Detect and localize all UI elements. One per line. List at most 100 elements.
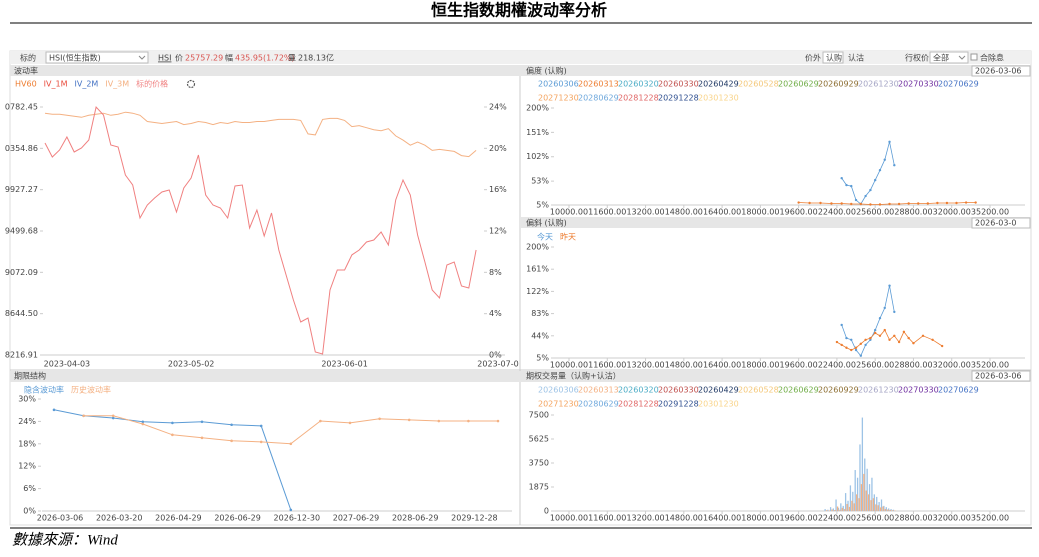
x-tick-label: 32000.00 [933,361,971,370]
point [230,423,233,427]
legend-item[interactable]: 20270330 [898,386,939,395]
legend-item[interactable]: 20260306 [538,386,579,395]
date-picker[interactable] [971,65,1031,77]
point [907,336,910,340]
moneyness-button[interactable]: 价外 [805,53,821,63]
legend-item[interactable]: 20261230 [858,80,899,89]
bar [828,510,831,511]
price: 25757.29 [185,54,223,63]
bar [849,485,852,511]
x-tick-label: 35200.00 [971,361,1009,370]
x-tick-label: 10000.00 [550,361,588,370]
legend-item[interactable]: 历史波动率 [71,385,111,395]
legend-item[interactable]: 今天 [537,232,553,242]
point [289,442,293,446]
call-button[interactable]: 认购 [826,53,842,63]
date-value[interactable]: 2026-03-0 [975,219,1016,228]
date-picker[interactable] [971,370,1031,382]
legend-item[interactable]: 20260629 [778,386,819,395]
legend-item[interactable]: 20270629 [938,386,979,395]
bar [860,484,863,511]
legend-item[interactable]: 昨天 [560,232,576,242]
strike-select[interactable] [929,51,969,64]
legend-item[interactable]: 20291228 [658,94,699,103]
strike-value[interactable]: 全部 [933,53,949,63]
legend-item[interactable]: 20260528 [738,386,779,395]
legend-item[interactable]: 标的价格 [136,79,168,89]
legend-item[interactable]: 20281228 [618,94,659,103]
legend-item[interactable]: 20301230 [698,94,739,103]
point [869,336,872,340]
underlying-select[interactable] [45,51,149,64]
legend-item[interactable]: IV_3M [105,80,129,89]
bar [875,504,877,511]
legend-item[interactable]: 20271230 [538,400,579,409]
legend-item[interactable]: 20260929 [818,80,859,89]
legend-item[interactable]: 20280629 [578,94,619,103]
legend-item[interactable]: 20260429 [698,386,739,395]
x-tick-label: 32000.00 [933,208,971,217]
bar [889,509,891,511]
ex-div-label[interactable]: 合除息 [980,53,1004,63]
put-button[interactable]: 认沽 [848,53,864,63]
bar [879,507,882,511]
legend-item[interactable]: IV_1M [44,80,68,89]
legend-item[interactable]: 20260306 [538,80,579,89]
point [840,202,843,205]
legend-item[interactable]: 20261230 [858,386,899,395]
legend-item[interactable]: 20270629 [938,80,979,89]
point [859,202,863,206]
legend-item[interactable]: IV_2M [75,80,99,89]
x-tick-label: 11600.00 [588,361,626,370]
x-tick-label: 2026-12-30 [274,514,321,523]
legend-item[interactable]: HV60 [15,80,37,89]
point [883,158,886,161]
date-picker[interactable] [971,217,1031,229]
x-tick-label: 16400.00 [703,208,741,217]
bar [854,470,856,511]
legend-item[interactable]: 20270330 [898,80,939,89]
x-tick-label: 14800.00 [665,361,703,370]
bar [824,509,826,511]
point [82,414,85,418]
panel-title: 偏斜 (认购) [526,218,567,228]
code[interactable]: HSI [158,54,171,63]
legend-item[interactable]: 20280629 [578,400,619,409]
call-button-bg[interactable] [822,51,844,64]
legend-item[interactable]: 20281228 [618,400,659,409]
legend-item[interactable]: 20260320 [618,80,659,89]
point [845,336,848,340]
legend-item[interactable]: 20260429 [698,80,739,89]
ex-div-checkbox[interactable] [970,53,978,61]
point [496,419,500,423]
bar [888,508,890,511]
legend-item[interactable]: 20260313 [578,80,619,89]
underlying-value[interactable]: HSI(恒生指数) [49,53,101,63]
legend-item[interactable]: 20271230 [538,94,579,103]
bar [863,473,865,511]
x-tick-label: 14800.00 [665,514,703,523]
date-value[interactable]: 2026-03-06 [975,372,1022,381]
legend-item[interactable]: 20291228 [658,400,699,409]
legend-item[interactable]: 20301230 [698,400,739,409]
volume-label: 量 [288,54,296,63]
toolbar [10,51,1031,64]
date-value[interactable]: 2026-03-06 [975,67,1022,76]
y-tick-label: 7500 [529,411,549,420]
legend-item[interactable]: 20260320 [618,386,659,395]
legend-item[interactable]: 20260528 [738,80,779,89]
settings-icon[interactable] [186,79,196,89]
x-tick-label: 2023-06-01 [321,360,368,369]
legend-item[interactable]: 20260313 [578,386,619,395]
legend-item[interactable]: 20260330 [658,80,699,89]
point [840,176,843,180]
legend-item[interactable]: 20260629 [778,80,819,89]
price-label: 价 [175,54,183,63]
bar [864,458,866,511]
point [974,201,977,204]
bar [852,491,854,511]
legend-item[interactable]: 20260929 [818,386,859,395]
legend-item[interactable]: 20260330 [658,386,699,395]
legend-item[interactable]: 隐含波动率 [24,385,64,395]
y-tick-label: 4% [489,309,502,318]
